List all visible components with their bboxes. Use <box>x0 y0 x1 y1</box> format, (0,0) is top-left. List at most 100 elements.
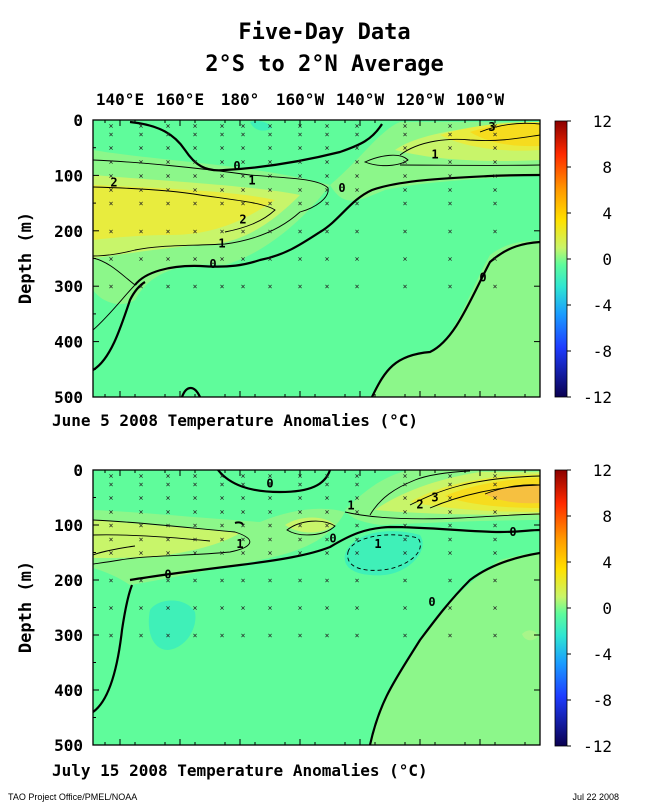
contour-label: 2 <box>416 497 423 511</box>
sample-marker: × <box>493 199 498 208</box>
contour-labels: 0 1 23 0 1 0 1 0 0 <box>164 477 516 609</box>
x-tick-label: 180° <box>221 90 260 109</box>
sample-marker: × <box>268 130 273 139</box>
sample-marker: × <box>448 130 453 139</box>
sample-marker: × <box>139 521 144 530</box>
sample-marker: × <box>298 549 303 558</box>
sample-marker: × <box>448 282 453 291</box>
sample-marker: × <box>355 122 360 131</box>
contour-label: 0 <box>428 595 435 609</box>
sample-marker: × <box>493 158 498 167</box>
contour-label: 2 <box>239 212 246 226</box>
sample-marker: × <box>448 158 453 167</box>
sample-marker: × <box>403 507 408 516</box>
sample-marker: × <box>448 185 453 194</box>
contour-label: 1 <box>374 537 381 551</box>
x-tick-label: 140°E <box>96 90 144 109</box>
sample-marker: × <box>403 494 408 503</box>
sample-marker: × <box>241 631 246 640</box>
sample-marker: × <box>139 549 144 558</box>
contour-lines <box>93 470 540 745</box>
sample-marker: × <box>325 521 330 530</box>
sample-marker: × <box>166 144 171 153</box>
sample-marker: × <box>193 171 198 180</box>
sample-marker: × <box>193 122 198 131</box>
sample-marker: × <box>109 604 114 613</box>
sample-marker: × <box>355 199 360 208</box>
sample-marker: × <box>448 227 453 236</box>
sample-marker: × <box>298 576 303 585</box>
sample-marker: × <box>241 494 246 503</box>
chart-panel-top: × × × × × × × × × × × × × × × × × × × × × × × × × × × × × × × × × × × × × × × ×… <box>16 90 612 430</box>
sample-marker: × <box>139 494 144 503</box>
colorbar-tick-label: -8 <box>593 342 612 361</box>
sample-marker: × <box>355 535 360 544</box>
sample-marker: × <box>298 185 303 194</box>
colorbar-tick-label: 4 <box>602 553 612 572</box>
sample-marker: × <box>493 507 498 516</box>
sample-marker: × <box>493 535 498 544</box>
sample-marker: × <box>355 144 360 153</box>
sample-marker: × <box>109 122 114 131</box>
sample-marker: × <box>493 171 498 180</box>
sample-marker: × <box>241 535 246 544</box>
sample-marker: × <box>298 535 303 544</box>
sample-marker: × <box>298 130 303 139</box>
sample-marker: × <box>268 227 273 236</box>
sample-marker: × <box>493 185 498 194</box>
sample-marker: × <box>403 472 408 481</box>
colorbar-ticks: 12 8 4 0 -4 -8 -12 <box>567 112 612 407</box>
colorbar <box>554 469 568 747</box>
sample-marker: × <box>166 199 171 208</box>
sample-marker: × <box>109 171 114 180</box>
footer-date: Jul 22 2008 <box>572 792 619 802</box>
sample-marker: × <box>268 631 273 640</box>
sample-marker: × <box>268 122 273 131</box>
sample-marker: × <box>241 227 246 236</box>
sample-marker: × <box>268 604 273 613</box>
colorbar-ticks: 12 8 4 0 -4 -8 -12 <box>567 461 612 756</box>
sample-marker: × <box>298 604 303 613</box>
sample-marker: × <box>355 227 360 236</box>
sample-marker: × <box>493 604 498 613</box>
sample-marker: × <box>220 631 225 640</box>
panel-title: June 5 2008 Temperature Anomalies (°C) <box>52 411 418 430</box>
sample-marker: × <box>193 130 198 139</box>
contour-label: 0 <box>209 257 216 271</box>
sample-marker: × <box>268 494 273 503</box>
sample-marker: × <box>448 521 453 530</box>
sample-marker: × <box>241 604 246 613</box>
y-tick-label: 500 <box>54 388 83 407</box>
sample-marker: × <box>220 122 225 131</box>
y-axis-label: Depth (m) <box>16 212 36 304</box>
sample-marker: × <box>193 472 198 481</box>
sample-marker: × <box>268 199 273 208</box>
sample-marker: × <box>193 282 198 291</box>
sample-marker: × <box>193 631 198 640</box>
sample-marker: × <box>139 535 144 544</box>
sample-marker: × <box>298 144 303 153</box>
sample-marker: × <box>220 171 225 180</box>
sample-marker: × <box>139 185 144 194</box>
y-tick-label: 300 <box>54 277 83 296</box>
sample-marker: × <box>220 480 225 489</box>
sample-marker: × <box>193 507 198 516</box>
sample-marker: × <box>325 535 330 544</box>
sample-marker: × <box>139 130 144 139</box>
footer-credit: TAO Project Office/PMEL/NOAA <box>8 792 138 802</box>
sample-marker: × <box>355 549 360 558</box>
contour-label: 0 <box>233 159 240 173</box>
sample-marker: × <box>268 535 273 544</box>
sample-marker: × <box>268 185 273 194</box>
sample-marker: × <box>220 227 225 236</box>
sample-marker: × <box>241 472 246 481</box>
sample-marker: × <box>325 227 330 236</box>
sample-marker: × <box>193 255 198 264</box>
colorbar-tick-label: 8 <box>602 507 612 526</box>
y-tick-label: 0 <box>73 111 83 130</box>
y-tick-label: 400 <box>54 333 83 352</box>
sample-marker: × <box>166 130 171 139</box>
sample-marker: × <box>220 130 225 139</box>
sample-marker: × <box>298 227 303 236</box>
